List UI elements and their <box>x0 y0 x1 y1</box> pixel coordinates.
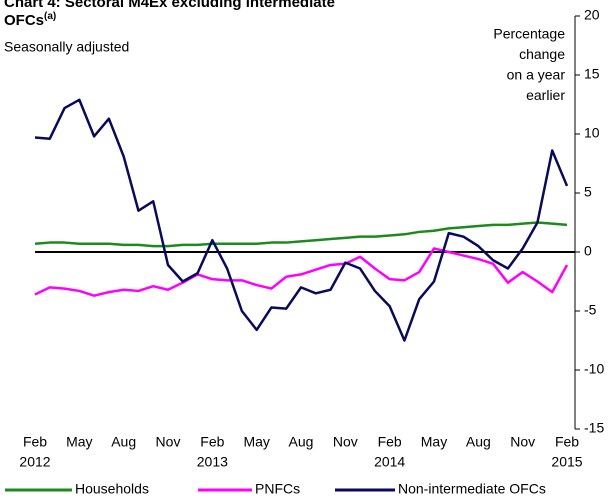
legend-label: Non-intermediate OFCs <box>398 481 546 497</box>
y-axis-label: earlier <box>526 87 565 103</box>
x-tick-label: Feb <box>555 434 579 450</box>
y-tick-label: 15 <box>584 66 600 82</box>
x-tick-label: May <box>66 434 92 450</box>
x-year-label: 2013 <box>197 454 228 470</box>
y-axis-label: change <box>519 46 565 62</box>
x-tick-label: Feb <box>200 434 224 450</box>
y-tick-label: 20 <box>584 7 600 23</box>
y-axis-label: on a year <box>507 67 566 83</box>
x-year-label: 2012 <box>19 454 50 470</box>
data-line <box>34 247 569 297</box>
x-tick-label: Aug <box>289 434 314 450</box>
chart-title-line: OFCs <box>4 12 44 29</box>
x-tick-label: May <box>243 434 269 450</box>
y-tick-label: 0 <box>584 243 592 259</box>
x-tick-label: May <box>421 434 447 450</box>
x-tick-label: Aug <box>111 434 136 450</box>
legend-label: Households <box>75 481 149 497</box>
x-tick-label: Feb <box>378 434 402 450</box>
title-superscript: (a) <box>44 11 56 22</box>
y-tick-label: 10 <box>584 125 600 141</box>
legend-label: PNFCs <box>255 481 300 497</box>
x-tick-label: Nov <box>333 434 358 450</box>
y-tick-label: 5 <box>584 184 592 200</box>
y-axis-label: Percentage <box>493 26 565 42</box>
x-year-label: 2015 <box>551 454 582 470</box>
y-tick-label: -5 <box>584 302 597 318</box>
data-line <box>34 221 568 248</box>
data-line <box>34 98 569 342</box>
x-tick-label: Aug <box>466 434 491 450</box>
chart-title: Chart 4: Sectoral M4Ex excluding interme… <box>4 0 335 11</box>
x-tick-label: Nov <box>156 434 181 450</box>
y-tick-label: -15 <box>584 420 604 436</box>
x-tick-label: Feb <box>23 434 47 450</box>
y-tick-label: -10 <box>584 361 604 377</box>
subtitle: Seasonally adjusted <box>4 39 129 55</box>
x-year-label: 2014 <box>374 454 405 470</box>
x-tick-label: Nov <box>510 434 535 450</box>
chart-title: OFCs(a) <box>4 11 56 29</box>
